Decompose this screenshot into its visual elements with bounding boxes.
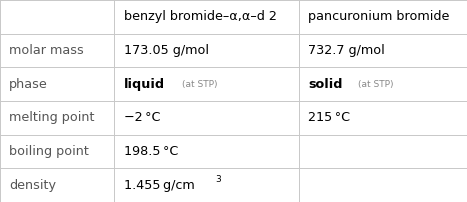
Text: liquid: liquid — [124, 78, 165, 91]
Text: (at STP): (at STP) — [358, 80, 394, 89]
Text: −2 °C: −2 °C — [124, 111, 160, 124]
Text: benzyl bromide–α,α–d 2: benzyl bromide–α,α–d 2 — [124, 10, 276, 23]
Text: 3: 3 — [215, 175, 221, 184]
Text: boiling point: boiling point — [9, 145, 89, 158]
Text: phase: phase — [9, 78, 48, 91]
Text: solid: solid — [308, 78, 343, 91]
Text: pancuronium bromide: pancuronium bromide — [308, 10, 450, 23]
Text: (at STP): (at STP) — [183, 80, 218, 89]
Text: molar mass: molar mass — [9, 44, 84, 57]
Text: density: density — [9, 179, 57, 192]
Text: 173.05 g/mol: 173.05 g/mol — [124, 44, 209, 57]
Text: 215 °C: 215 °C — [308, 111, 350, 124]
Text: melting point: melting point — [9, 111, 95, 124]
Text: 732.7 g/mol: 732.7 g/mol — [308, 44, 385, 57]
Text: 198.5 °C: 198.5 °C — [124, 145, 178, 158]
Text: 1.455 g/cm: 1.455 g/cm — [124, 179, 194, 192]
